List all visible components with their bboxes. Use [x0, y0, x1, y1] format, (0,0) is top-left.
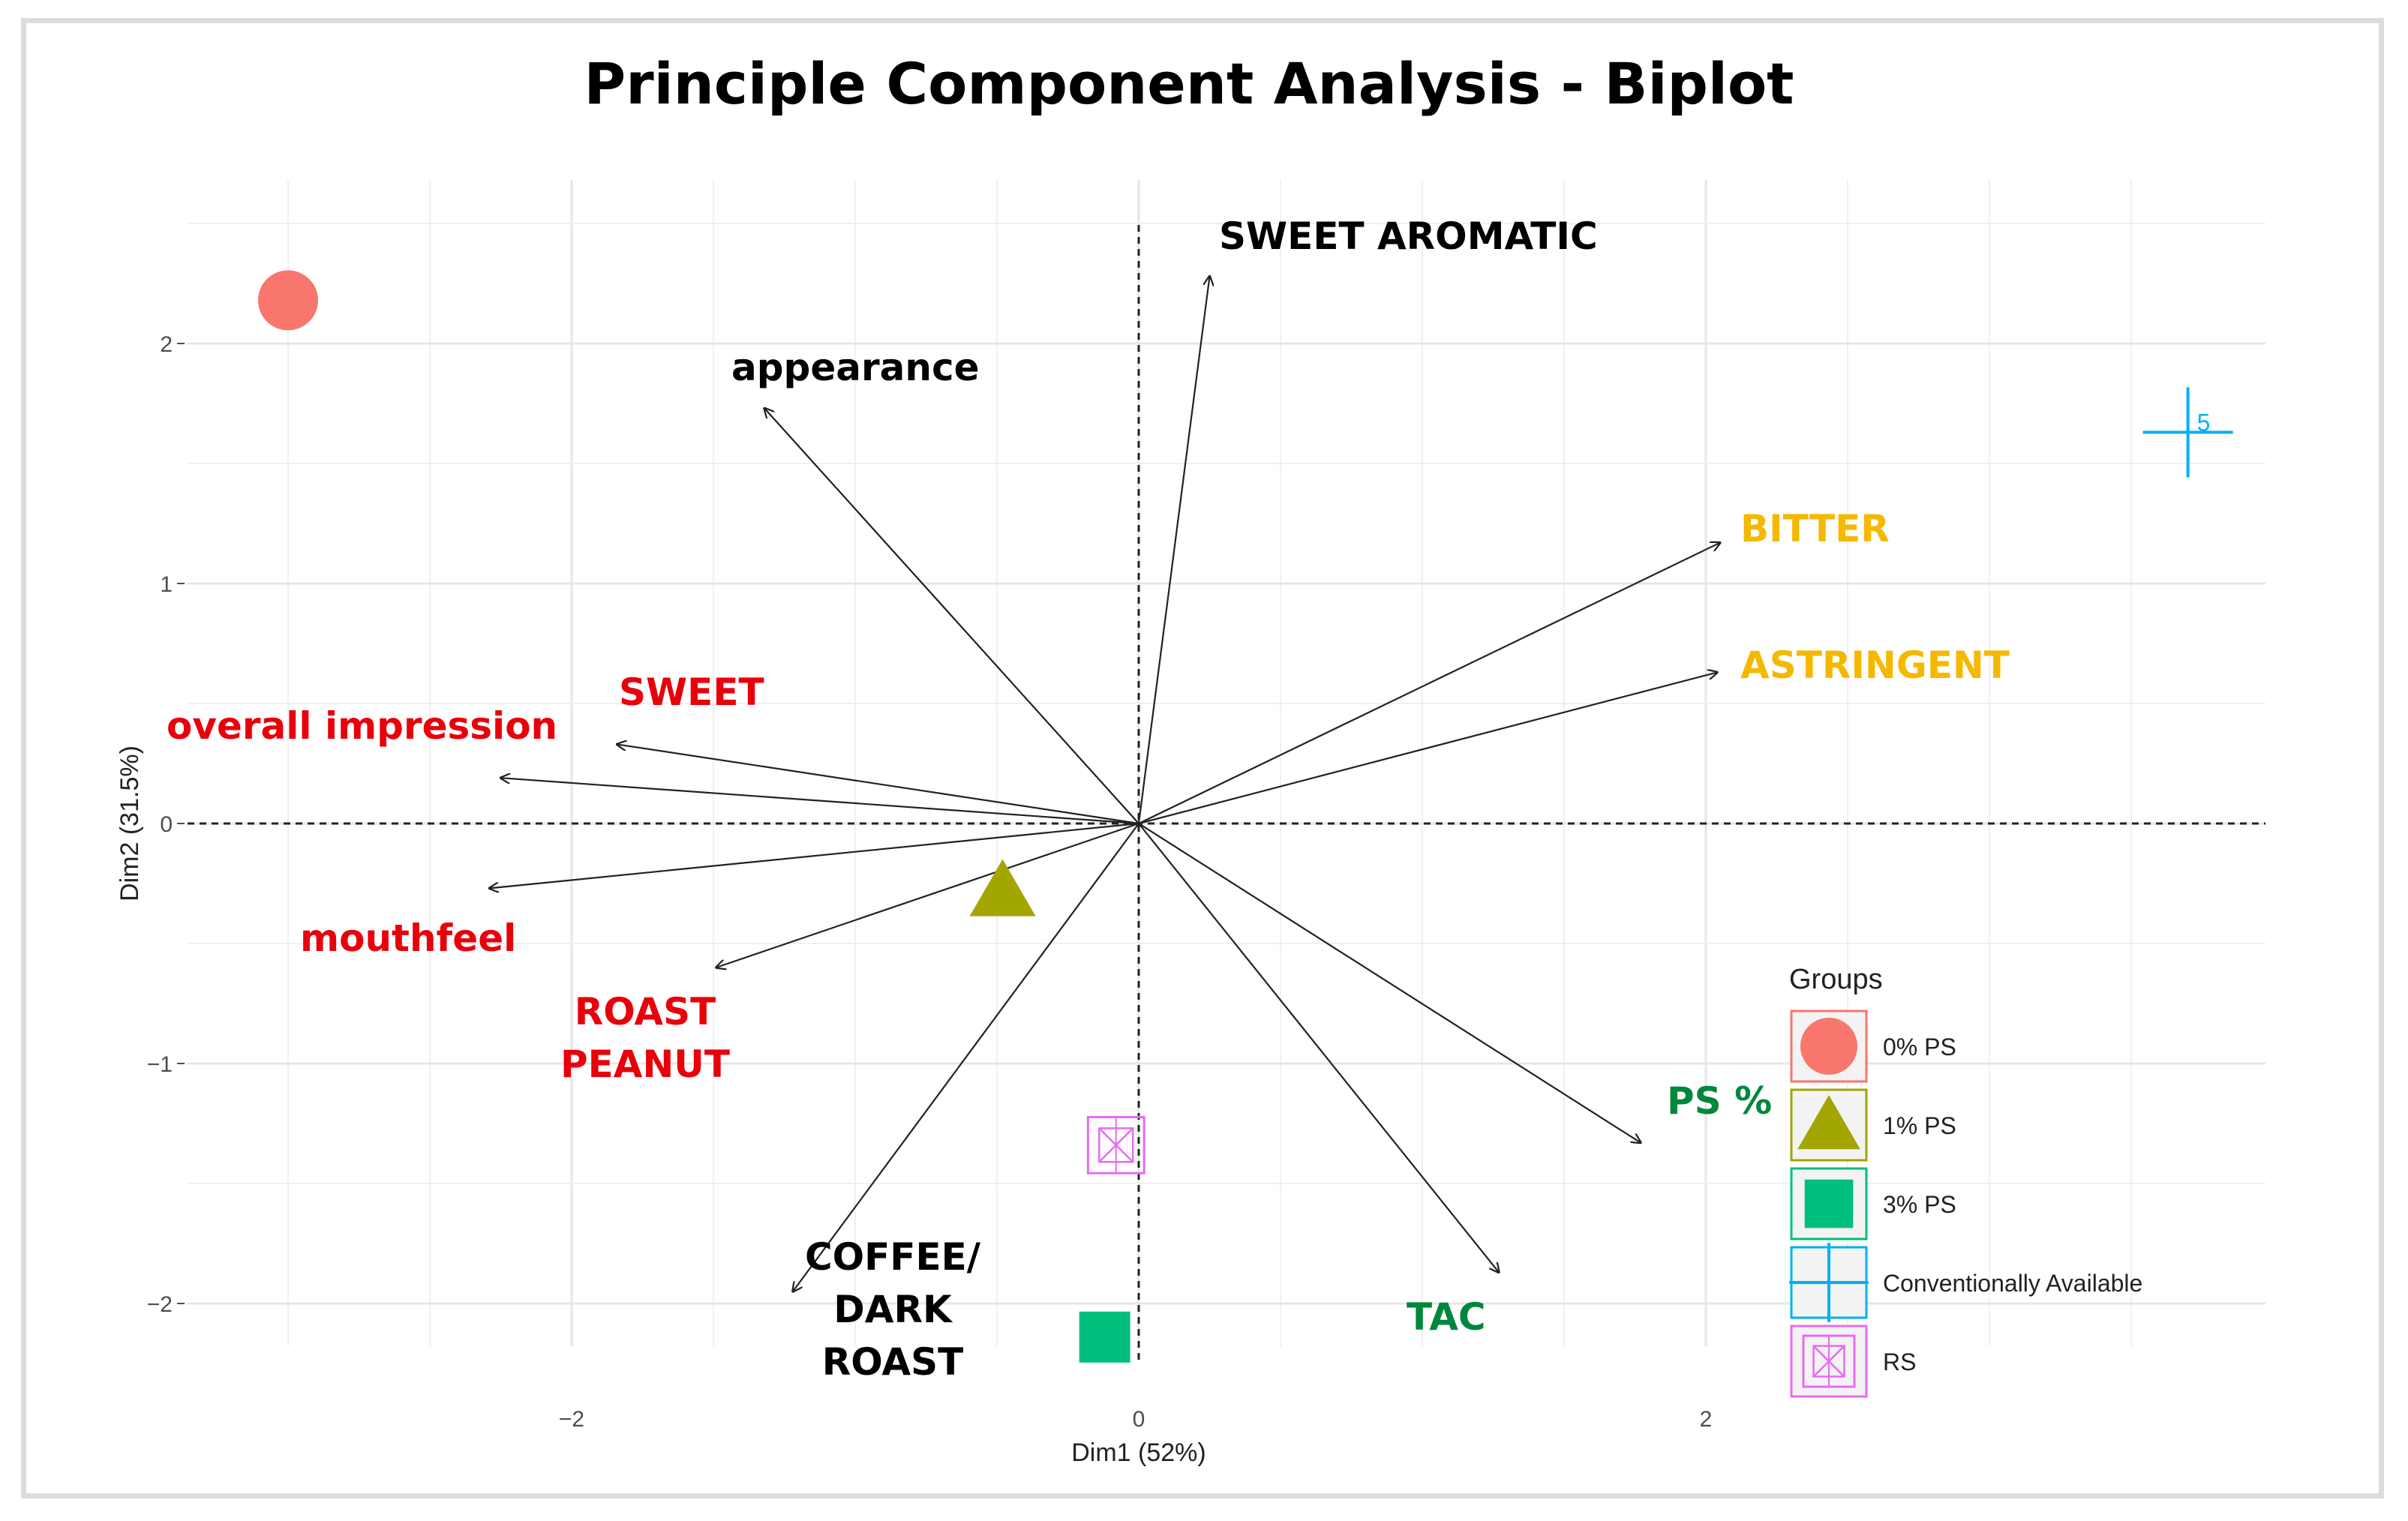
y-tick-label: −2	[147, 1292, 173, 1317]
zero-reference-lines	[188, 225, 2265, 1361]
y-tick-label: 2	[160, 332, 173, 357]
legend-key-conventionally-available	[1789, 1243, 1869, 1322]
point-conventionally-available	[2142, 387, 2233, 478]
legend-key-rs	[1802, 1334, 1856, 1388]
chart-title: Principle Component Analysis - Biplot	[584, 50, 1794, 117]
variable-label-roast-peanut: PEANUT	[560, 1042, 730, 1086]
x-tick-label: 0	[1133, 1407, 1145, 1432]
variable-label-coffee-dark-roast: ROAST	[822, 1340, 963, 1384]
variable-label-astringent: ASTRINGENT	[1740, 644, 2010, 687]
y-tick-label: 0	[160, 812, 173, 837]
arrow-roast-peanut	[716, 822, 1139, 968]
variable-labels: SWEET AROMATIC appearance BITTER ASTRINGENT…	[167, 214, 2010, 1384]
arrow-sweet-aromatic	[1137, 276, 1210, 824]
variable-label-tac: TAC	[1407, 1295, 1486, 1339]
variable-label-appearance: appearance	[731, 346, 980, 389]
legend-title: Groups	[1789, 964, 1883, 995]
arrow-tac	[1138, 823, 1499, 1272]
point-3-ps	[1079, 1311, 1130, 1363]
legend-label-3-ps: 3% PS	[1883, 1191, 1956, 1218]
arrow-sweet	[617, 744, 1139, 825]
arrow-overall-impression	[501, 778, 1139, 825]
point-1-ps	[969, 859, 1036, 916]
arrow-mouthfeel	[489, 822, 1139, 888]
legend: Groups 0% PS 1% PS 3% PS Conventionally Avai…	[1789, 964, 2142, 1398]
x-tick-label: −2	[559, 1407, 584, 1432]
legend-key-3-ps	[1804, 1179, 1854, 1228]
variable-label-ps-: PS %	[1667, 1079, 1772, 1123]
axis-ticks: −2 0 2 −2 −1 0 1 2	[147, 332, 1713, 1432]
arrow-astringent	[1138, 672, 1717, 825]
y-tick-label: −1	[147, 1052, 173, 1077]
legend-label-conventionally-available: Conventionally Available	[1883, 1270, 2142, 1297]
variable-label-bitter: BITTER	[1740, 507, 1890, 550]
legend-label-0-ps: 0% PS	[1883, 1034, 1956, 1060]
legend-key-0-ps	[1800, 1018, 1857, 1075]
variable-arrows	[489, 276, 1720, 1292]
legend-label-1-ps: 1% PS	[1883, 1112, 1956, 1139]
arrow-appearance	[764, 408, 1139, 824]
y-tick-label: 1	[160, 572, 173, 597]
grid-lines	[188, 180, 2265, 1346]
point-rs	[1086, 1115, 1145, 1174]
variable-label-mouthfeel: mouthfeel	[300, 916, 516, 960]
arrow-ps-	[1138, 823, 1641, 1143]
observation-points: 5	[258, 270, 2233, 1363]
legend-label-rs: RS	[1883, 1348, 1916, 1376]
arrow-bitter	[1138, 543, 1720, 824]
legend-key-1-ps	[1797, 1095, 1860, 1150]
variable-label-sweet: SWEET	[619, 670, 764, 714]
variable-label-coffee-dark-roast: COFFEE/	[805, 1235, 981, 1279]
variable-label-coffee-dark-roast: DARK	[833, 1288, 953, 1331]
point-label: 5	[2197, 409, 2211, 436]
point-0-ps	[258, 270, 318, 331]
variable-label-overall-impression: overall impression	[167, 704, 557, 748]
x-axis-label: Dim1 (52%)	[1071, 1438, 1206, 1467]
variable-label-roast-peanut: ROAST	[575, 990, 716, 1034]
arrow-coffee-dark-roast	[793, 823, 1139, 1292]
variable-label-sweet-aromatic: SWEET AROMATIC	[1219, 214, 1598, 258]
x-tick-label: 2	[1700, 1407, 1713, 1432]
y-axis-label: Dim2 (31.5%)	[116, 746, 144, 902]
